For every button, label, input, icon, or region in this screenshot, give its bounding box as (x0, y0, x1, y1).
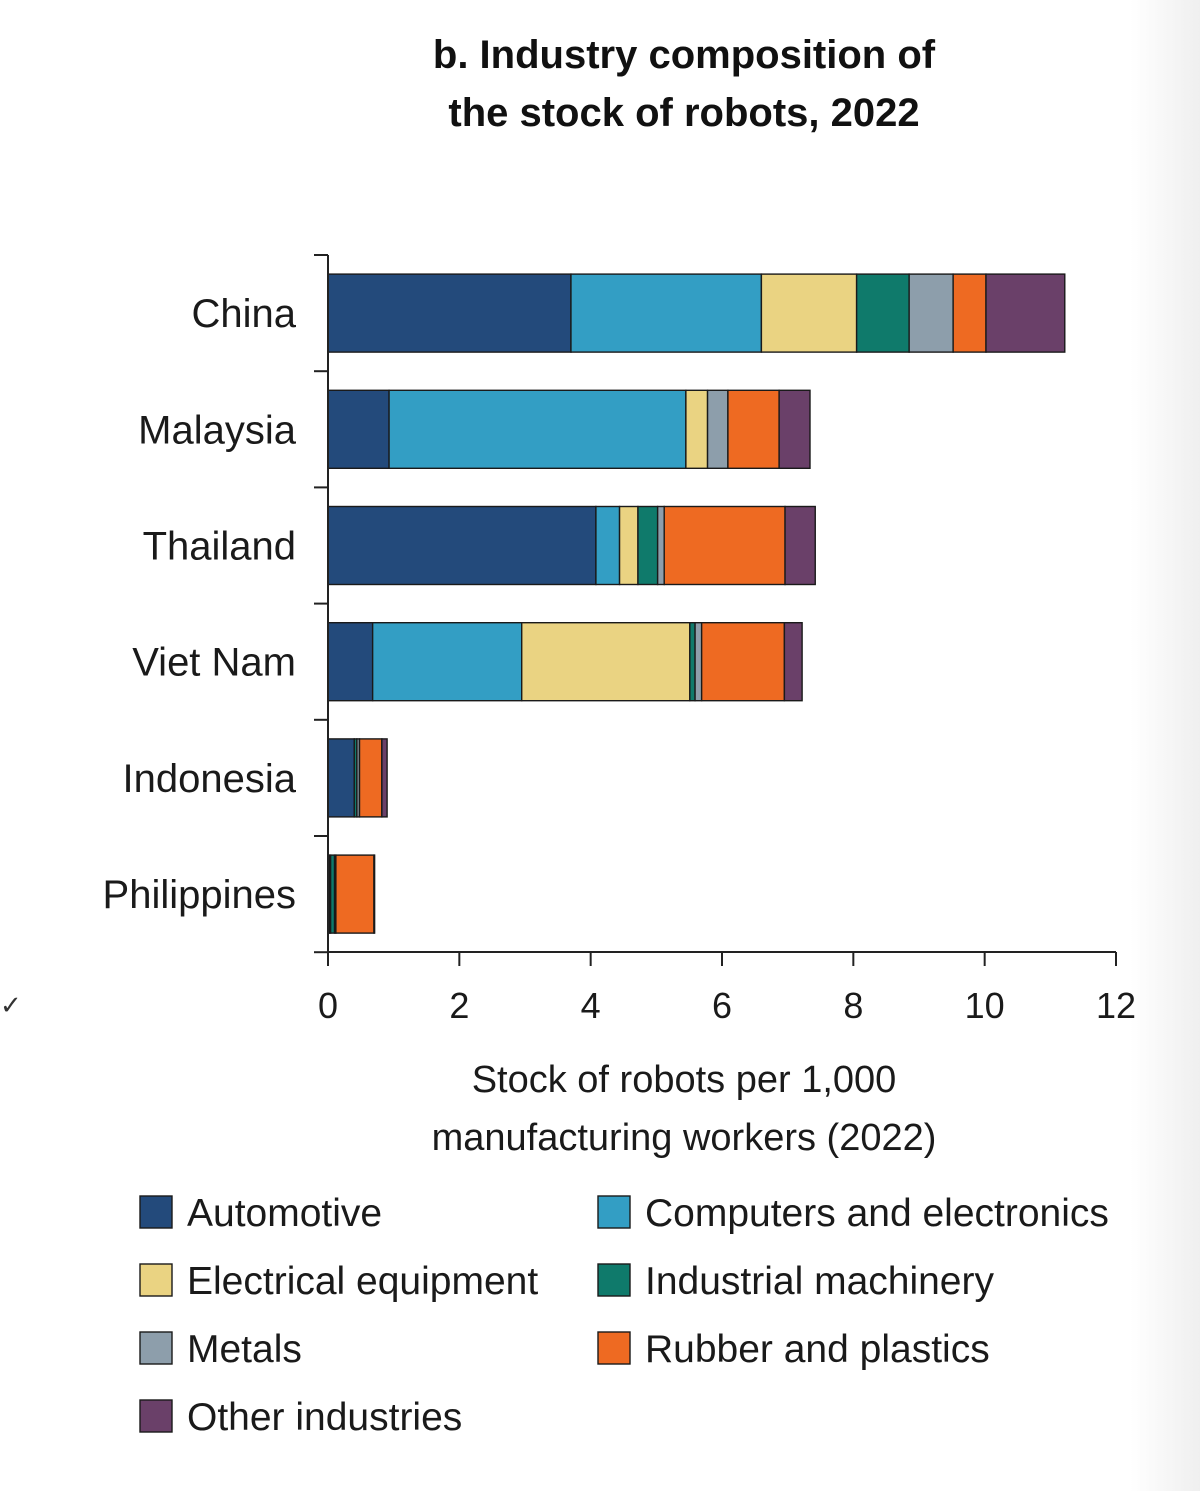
bar-segment-thailand-automotive (327, 505, 597, 586)
y-category-label: Thailand (143, 525, 296, 569)
page-edge-shadow (1130, 0, 1200, 1491)
bars-group (327, 273, 1066, 934)
bar-segment-malaysia-other-industries (778, 389, 811, 469)
legend-label-industrial-machinery: Industrial machinery (645, 1260, 994, 1303)
x-axis-title-line-2: manufacturing workers (2022) (432, 1117, 937, 1159)
x-tick-label: 6 (712, 985, 732, 1026)
legend-label-rubber-and-plastics: Rubber and plastics (645, 1328, 990, 1371)
legend-label-computers-and-electronics: Computers and electronics (645, 1192, 1109, 1235)
bar-segment-malaysia-automotive (327, 389, 390, 469)
bar-segment-viet-nam-other-industries (783, 622, 803, 702)
bar-segment-philippines-rubber-and-plastics (335, 854, 375, 934)
bar-segment-china-industrial-machinery (855, 273, 910, 353)
chart-title-line-1: b. Industry composition of (433, 33, 936, 77)
legend-swatch-computers-and-electronics (597, 1195, 631, 1229)
bar-segment-indonesia-other-industries (381, 738, 388, 818)
legend-label-other-industries: Other industries (187, 1396, 462, 1439)
legend-swatch-industrial-machinery (597, 1263, 631, 1297)
y-category-label: Philippines (103, 873, 296, 917)
bar-segment-philippines-other-industries (373, 854, 376, 934)
legend-swatch-rubber-and-plastics (597, 1331, 631, 1365)
axes-group: China Malaysia Thailand Viet Nam Indonesia Ph… (103, 254, 1136, 1026)
bar-segment-china-electrical-equipment (760, 273, 858, 353)
legend-label-metals: Metals (187, 1328, 302, 1371)
legend-label-automotive: Automotive (187, 1192, 382, 1235)
bar-segment-indonesia-rubber-and-plastics (358, 738, 383, 818)
x-tick-label: 4 (581, 985, 601, 1026)
y-category-label: Indonesia (123, 757, 297, 801)
legend-swatch-automotive (139, 1195, 173, 1229)
y-category-label: Malaysia (138, 408, 297, 452)
bar-segment-malaysia-electrical-equipment (685, 389, 709, 469)
x-tick-label: 2 (449, 985, 469, 1026)
chart-title-line-2: the stock of robots, 2022 (448, 91, 919, 135)
bar-segment-malaysia-metals (706, 389, 729, 469)
bar-segment-viet-nam-metals (694, 622, 703, 702)
legend-swatch-electrical-equipment (139, 1263, 173, 1297)
bar-segment-thailand-rubber-and-plastics (663, 505, 786, 586)
bar-segment-china-metals (908, 273, 954, 353)
legend-swatch-other-industries (139, 1399, 173, 1433)
x-tick-label: 0 (318, 985, 338, 1026)
y-category-label: Viet Nam (132, 641, 296, 685)
x-tick-label: 12 (1096, 985, 1136, 1026)
bar-segment-malaysia-rubber-and-plastics (727, 389, 780, 469)
bar-segment-indonesia-automotive (327, 738, 355, 818)
bar-segment-china-other-industries (985, 273, 1066, 353)
bar-segment-thailand-electrical-equipment (618, 505, 639, 586)
x-tick-label: 10 (965, 985, 1005, 1026)
bar-segment-china-automotive (327, 273, 572, 353)
stray-check-mark: ✓ (0, 990, 22, 1020)
x-axis-title-line-1: Stock of robots per 1,000 (472, 1059, 897, 1101)
bar-segment-viet-nam-rubber-and-plastics (700, 622, 786, 702)
legend-swatch-metals (139, 1331, 173, 1365)
bar-segment-viet-nam-electrical-equipment (521, 622, 691, 702)
bar-segment-malaysia-computers-and-electronics (388, 389, 687, 469)
bar-segment-china-computers-and-electronics (570, 273, 763, 353)
bar-segment-viet-nam-industrial-machinery (689, 622, 696, 702)
legend: Automotive Computers and electronics Elect… (139, 1192, 1109, 1439)
y-category-label: China (191, 292, 296, 336)
bar-segment-thailand-metals (656, 505, 665, 586)
bar-segment-viet-nam-computers-and-electronics (371, 622, 523, 702)
legend-label-electrical-equipment: Electrical equipment (187, 1260, 538, 1303)
x-tick-label: 8 (843, 985, 863, 1026)
bar-segment-china-rubber-and-plastics (952, 273, 987, 353)
bar-segment-viet-nam-automotive (327, 622, 374, 702)
bar-segment-thailand-other-industries (784, 505, 816, 586)
bar-segment-thailand-industrial-machinery (637, 505, 659, 586)
bar-segment-thailand-computers-and-electronics (595, 505, 621, 586)
